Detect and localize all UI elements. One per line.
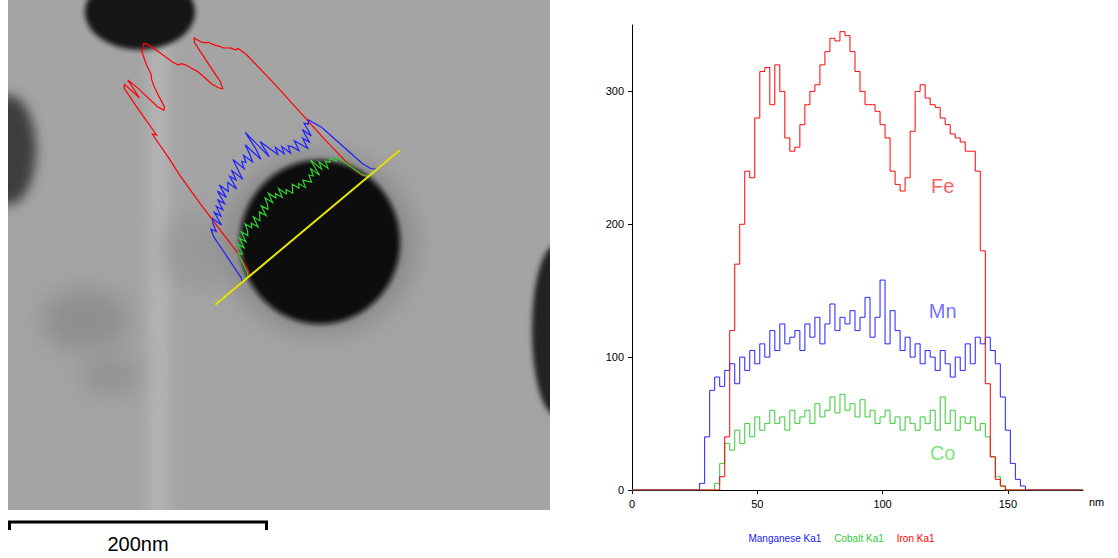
svg-text:100: 100 [606,351,624,363]
svg-text:Mn: Mn [929,300,957,322]
svg-text:200: 200 [606,218,624,230]
svg-text:Co: Co [930,442,956,464]
svg-text:300: 300 [606,85,624,97]
svg-text:150: 150 [999,498,1017,510]
svg-text:Cobalt Ka1: Cobalt Ka1 [834,533,884,544]
svg-text:Manganese Ka1: Manganese Ka1 [748,533,821,544]
svg-text:0: 0 [629,498,635,510]
svg-text:Iron Ka1: Iron Ka1 [897,533,935,544]
svg-text:200nm: 200nm [107,533,168,555]
svg-text:0: 0 [618,484,624,496]
svg-text:Fe: Fe [931,175,954,197]
svg-text:nm: nm [1089,496,1104,508]
svg-text:100: 100 [873,498,891,510]
svg-text:50: 50 [751,498,763,510]
